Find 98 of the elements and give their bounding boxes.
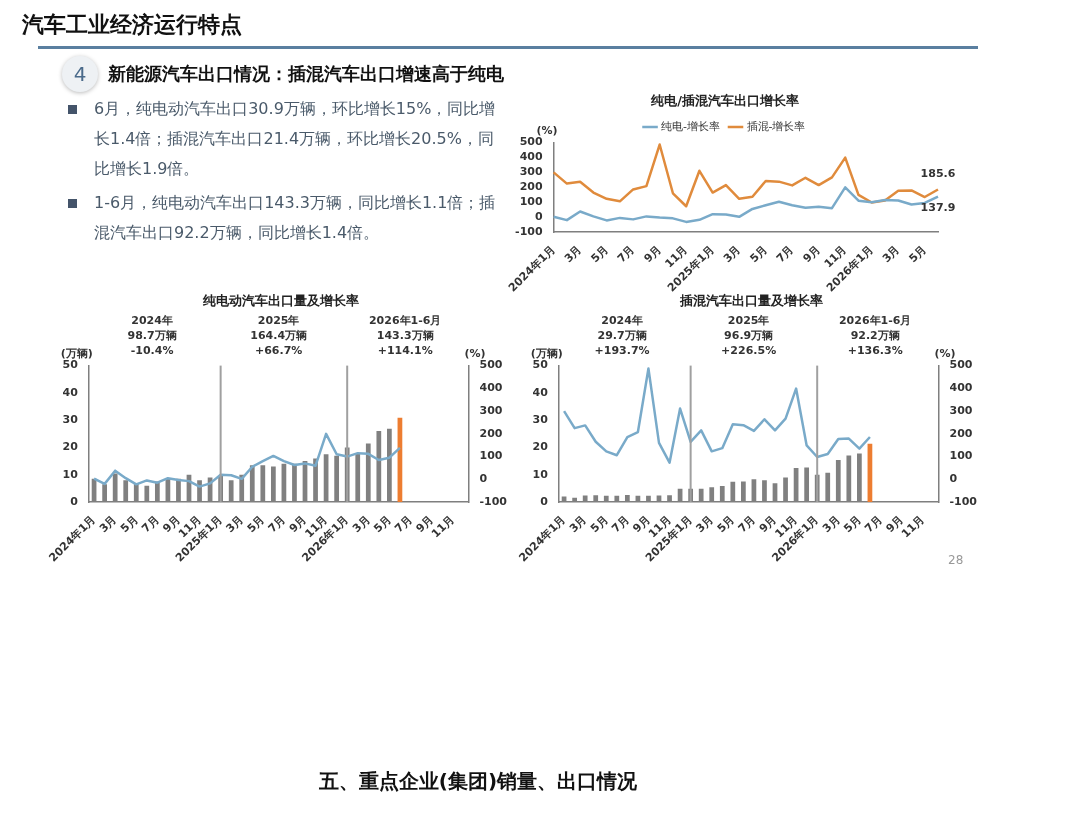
text: +193.7% [594,343,650,357]
text: 98.7万辆 [127,328,177,342]
x-tick-label: 3月 [820,512,843,536]
legend-label: 纯电-增长率 [661,119,721,133]
text: 143.3万辆 [376,328,434,342]
text: 2024年 [131,313,173,327]
text: 2025年 [727,313,770,327]
data-label: 185.6 [920,166,956,180]
x-tick-label: 3月 [880,242,903,266]
text: 6月，纯电动汽车出口30.9万辆，环比增长15%，同比增长1.4倍；插混汽车出口21.4万辆，环比增长20.5%，同比增长1.9倍。 [94,98,497,180]
text: +114.1% [377,343,433,357]
x-tick-label: 7月 [392,512,415,536]
y2-tick-label: 100 [949,449,973,463]
x-tick-label: 5月 [906,242,929,266]
x-tick-label: 3月 [566,512,590,536]
text: +66.7% [254,343,303,357]
x-tick-label: 3月 [561,242,585,266]
y-tick-label: 200 [519,180,543,194]
text: 新能源汽车出口情况：插混汽车出口增速高于纯电 [108,62,504,86]
x-tick-label: 7月 [862,512,885,536]
y2-tick-label: 200 [479,426,503,440]
chart-title: 插混汽车出口量及增长率 [678,293,823,309]
y-tick-label: 0 [540,494,549,508]
y2-tick-label: 100 [479,449,503,463]
text: 96.9万辆 [724,328,774,342]
x-tick-label: 5月 [841,512,864,536]
x-tick-label: 3月 [223,512,246,536]
text: 1-6月，纯电动汽车出口143.3万辆，同比增长1.1倍；插混汽车出口92.2万辆，同比增长1.4倍。 [94,193,496,242]
y2-axis-title: (%) [464,346,486,360]
text: -10.4% [130,343,174,357]
x-tick-label: 5月 [588,512,611,536]
y-tick-label: 50 [532,358,549,372]
chart-title: 纯电动汽车出口量及增长率 [202,293,359,309]
y2-tick-label: 200 [949,426,973,440]
x-tick-label: 7月 [265,512,289,536]
legend-label: 插混-增长率 [746,119,806,133]
y-tick-label: -100 [515,224,543,238]
y-tick-label: 40 [532,385,549,399]
y2-tick-label: 0 [949,472,958,486]
y-axis-title: (万辆) [530,346,563,360]
y-tick-label: 20 [532,440,549,454]
text: 28 [948,553,964,567]
y2-tick-label: -100 [949,494,978,508]
x-tick-label: 3月 [350,512,373,536]
y-tick-label: 50 [62,358,79,372]
y2-tick-label: 400 [479,381,503,395]
text: 164.4万辆 [250,328,308,342]
x-tick-label: 3月 [96,512,120,536]
y-tick-label: 20 [62,440,79,454]
y-tick-label: 500 [519,135,543,149]
text: +136.3% [847,343,903,357]
x-tick-label: 3月 [693,512,716,536]
text: 汽车工业经济运行特点 [22,11,242,39]
x-tick-label: 9月 [800,242,823,266]
x-tick-label: 5月 [714,512,737,536]
y2-tick-label: 0 [479,472,488,486]
x-tick-label: 5月 [588,242,611,266]
y-tick-label: 10 [532,467,549,481]
x-tick-label: 3月 [720,242,744,266]
y-tick-label: 400 [519,150,543,164]
x-tick-label: 7月 [614,242,638,266]
y-tick-label: 0 [534,210,543,223]
y-tick-label: 30 [532,413,549,427]
text: 五、重点企业(集团)销量、出口情况 [317,768,639,795]
text: 2026年1-6月 [368,313,442,327]
text: 29.7万辆 [597,328,647,342]
y-tick-label: 0 [70,494,79,508]
y2-tick-label: 500 [949,358,973,372]
y-axis-title: (%) [536,123,558,137]
x-tick-label: 7月 [735,512,759,536]
text: 4 [72,62,88,86]
text: 92.2万辆 [850,328,900,342]
x-tick-label: 9月 [641,242,664,266]
y-axis-title: (万辆) [60,346,93,360]
x-tick-label: 5月 [118,512,141,536]
x-tick-label: 5月 [371,512,394,536]
x-tick-label: 7月 [609,512,632,536]
y2-tick-label: 500 [479,358,503,372]
y-tick-label: 40 [62,385,79,399]
y2-tick-label: -100 [479,494,508,508]
data-label: 137.9 [920,200,956,214]
y-tick-label: 300 [519,165,543,179]
x-tick-label: 7月 [139,512,162,536]
y-tick-label: 10 [62,467,79,481]
y2-tick-label: 300 [949,403,973,417]
chart-title: 纯电/插混汽车出口增长率 [650,93,799,109]
y2-tick-label: 300 [479,403,503,417]
x-tick-label: 7月 [773,242,797,266]
text: 2024年 [601,313,643,327]
text: 2026年1-6月 [838,313,912,327]
y2-tick-label: 400 [949,381,973,395]
text: 2025年 [257,313,300,327]
text: +226.5% [721,343,777,357]
x-tick-label: 5月 [747,242,770,266]
x-tick-label: 5月 [244,512,267,536]
y-tick-label: 30 [62,413,79,427]
y2-axis-title: (%) [934,346,956,360]
y-tick-label: 100 [519,195,543,209]
